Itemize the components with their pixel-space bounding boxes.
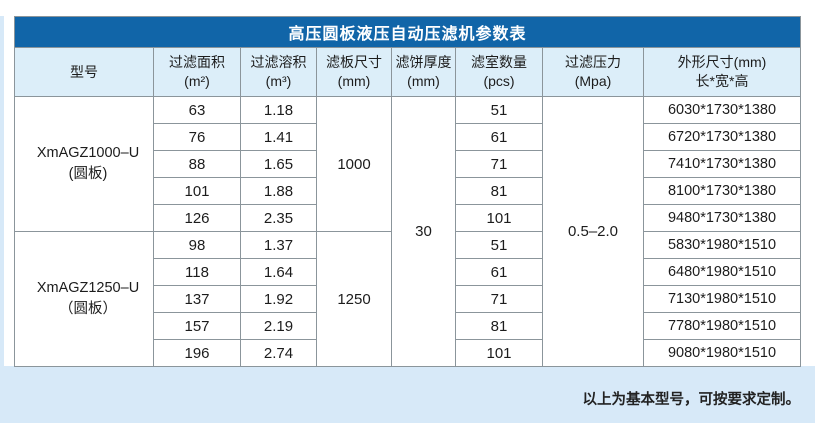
volume-cell: 2.35: [240, 204, 317, 232]
header-unit: (m³): [265, 73, 292, 89]
model-note: (圆板): [68, 166, 108, 182]
chamber-count-cell: 101: [455, 204, 543, 232]
area-cell: 196: [153, 339, 241, 367]
volume-cell: 1.88: [240, 177, 317, 205]
table-title: 高压圆板液压自动压滤机参数表: [13, 16, 802, 48]
area-cell: 157: [153, 312, 241, 340]
left-accent-strip: [0, 16, 4, 423]
volume-cell: 1.65: [240, 150, 317, 178]
header-unit: 长*宽*高: [695, 73, 749, 89]
header-cell-cake-thickness: 滤饼厚度 (mm): [391, 47, 456, 97]
header-cell-dimensions: 外形尺寸(mm) 长*宽*高: [642, 47, 802, 97]
model-cell: XmAGZ1000–U (圆板): [14, 96, 154, 232]
table-row: 137 1.92 71 7130*1980*1510: [15, 285, 802, 313]
table-header-row: 型号 过滤面积 (m²) 过滤溶积 (m³) 滤板尺寸 (mm) 滤饼厚度 (m…: [14, 47, 802, 97]
header-label: 滤饼厚度: [395, 54, 452, 71]
model-cell: XmAGZ1250–U （圆板）: [14, 231, 154, 367]
dimensions-cell: 6720*1730*1380: [642, 123, 802, 151]
header-label: 过滤面积: [169, 54, 225, 71]
area-cell: 137: [153, 285, 241, 313]
chamber-count-cell: 61: [455, 123, 543, 151]
area-cell: 126: [153, 204, 241, 232]
bottom-panel: [0, 366, 815, 423]
area-cell: 118: [153, 258, 241, 286]
volume-cell: 2.19: [240, 312, 317, 340]
dimensions-cell: 5830*1980*1510: [642, 231, 802, 259]
chamber-count-cell: 81: [455, 312, 543, 340]
model-name: XmAGZ1000–U: [36, 144, 140, 161]
header-cell-model: 型号: [14, 47, 154, 97]
table-row: 126 2.35 101 9480*1730*1380: [15, 204, 802, 232]
header-label: 过滤溶积: [250, 54, 307, 71]
model-name: XmAGZ1250–U: [36, 279, 140, 296]
volume-cell: 1.37: [240, 231, 317, 259]
chamber-count-cell: 71: [455, 150, 543, 178]
area-cell: 76: [153, 123, 241, 151]
header-label: 过滤压力: [565, 54, 621, 71]
table-row: 196 2.74 101 9080*1980*1510: [15, 339, 802, 367]
cake-thickness-cell: 30: [391, 96, 456, 367]
chamber-count-cell: 51: [455, 231, 543, 259]
dimensions-cell: 6480*1980*1510: [642, 258, 802, 286]
header-cell-pressure: 过滤压力 (Mpa): [542, 47, 644, 97]
plate-size-cell: 1250: [316, 231, 392, 367]
table-row: 101 1.88 81 8100*1730*1380: [15, 177, 802, 205]
chamber-count-cell: 71: [455, 285, 543, 313]
header-unit: (mm): [337, 73, 371, 89]
header-cell-filter-volume: 过滤溶积 (m³): [240, 47, 317, 97]
chamber-count-cell: 51: [455, 96, 543, 124]
model-note: （圆板）: [59, 301, 117, 317]
dimensions-cell: 7130*1980*1510: [642, 285, 802, 313]
dimensions-cell: 8100*1730*1380: [642, 177, 802, 205]
header-label: 滤室数量: [471, 54, 527, 71]
footnote: 以上为基本型号，可按要求定制。: [582, 392, 801, 408]
header-label: 外形尺寸(mm): [677, 54, 767, 71]
header-unit: (mm): [407, 73, 440, 89]
volume-cell: 1.92: [240, 285, 317, 313]
chamber-count-cell: 61: [455, 258, 543, 286]
header-unit: (pcs): [483, 73, 515, 89]
area-cell: 98: [153, 231, 241, 259]
area-cell: 101: [153, 177, 241, 205]
dimensions-cell: 7780*1980*1510: [642, 312, 802, 340]
table-row: 88 1.65 71 7410*1730*1380: [15, 150, 802, 178]
header-unit: (Mpa): [574, 73, 612, 89]
header-cell-plate-size: 滤板尺寸 (mm): [316, 47, 392, 97]
dimensions-cell: 9080*1980*1510: [642, 339, 802, 367]
header-cell-chamber-count: 滤室数量 (pcs): [455, 47, 543, 97]
dimensions-cell: 6030*1730*1380: [642, 96, 802, 124]
area-cell: 88: [153, 150, 241, 178]
dimensions-cell: 7410*1730*1380: [642, 150, 802, 178]
area-cell: 63: [153, 96, 241, 124]
table-row: 76 1.41 61 6720*1730*1380: [15, 123, 802, 151]
header-label: 型号: [70, 63, 98, 80]
header-unit: (m²): [184, 73, 210, 89]
chamber-count-cell: 101: [455, 339, 543, 367]
volume-cell: 2.74: [240, 339, 317, 367]
dimensions-cell: 9480*1730*1380: [642, 204, 802, 232]
volume-cell: 1.64: [240, 258, 317, 286]
table-title-row: 高压圆板液压自动压滤机参数表: [13, 16, 802, 48]
table-row: 157 2.19 81 7780*1980*1510: [15, 312, 802, 340]
chamber-count-cell: 81: [455, 177, 543, 205]
header-label: 滤板尺寸: [326, 54, 382, 71]
volume-cell: 1.41: [240, 123, 317, 151]
parameters-table: 高压圆板液压自动压滤机参数表 型号 过滤面积 (m²) 过滤溶积 (m³) 滤板…: [13, 16, 802, 367]
volume-cell: 1.18: [240, 96, 317, 124]
header-cell-filter-area: 过滤面积 (m²): [153, 47, 241, 97]
plate-size-cell: 1000: [316, 96, 392, 232]
table-row: XmAGZ1000–U (圆板) 63 1.18 1000 30 51 0.5–…: [14, 96, 802, 367]
pressure-cell: 0.5–2.0: [542, 96, 644, 367]
